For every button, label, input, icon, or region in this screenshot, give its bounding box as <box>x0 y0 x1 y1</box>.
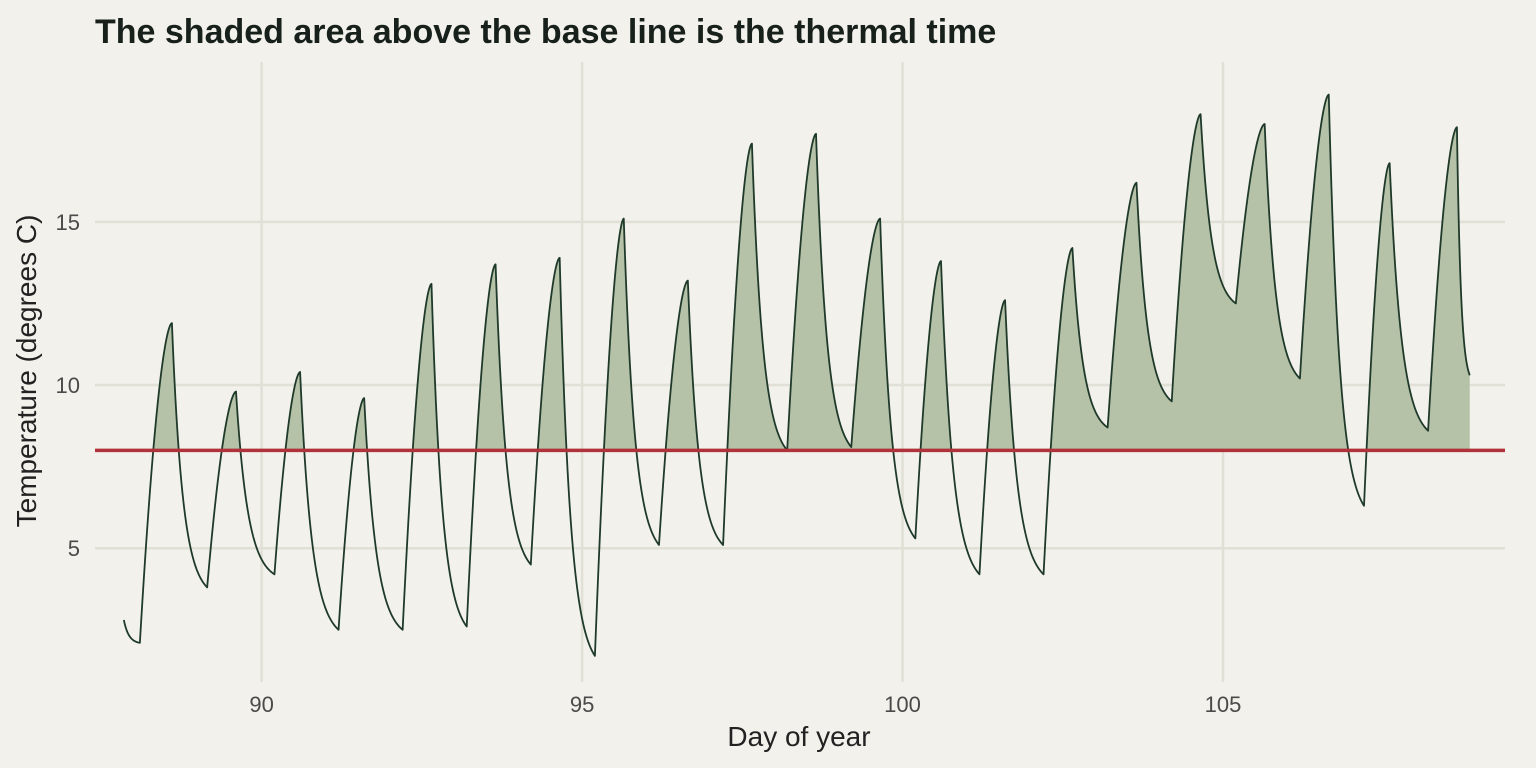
tick-labels: 90 95 100 105 5 10 15 <box>56 210 1242 717</box>
thermal-time-area <box>123 94 1470 451</box>
y-tick-label-15: 15 <box>56 210 80 235</box>
chart-title: The shaded area above the base line is t… <box>95 13 996 51</box>
temperature-series-line <box>122 93 1471 657</box>
thermal-time-area-group <box>123 94 1470 451</box>
x-tick-label-90: 90 <box>249 692 273 717</box>
y-axis-label: Temperature (degrees C) <box>11 215 42 528</box>
y-tick-label-5: 5 <box>68 536 80 561</box>
x-tick-label-95: 95 <box>570 692 594 717</box>
temperature-line-group <box>122 93 1471 657</box>
x-tick-label-105: 105 <box>1205 692 1242 717</box>
x-axis-label: Day of year <box>727 721 870 752</box>
x-tick-label-100: 100 <box>884 692 921 717</box>
y-tick-label-10: 10 <box>56 373 80 398</box>
